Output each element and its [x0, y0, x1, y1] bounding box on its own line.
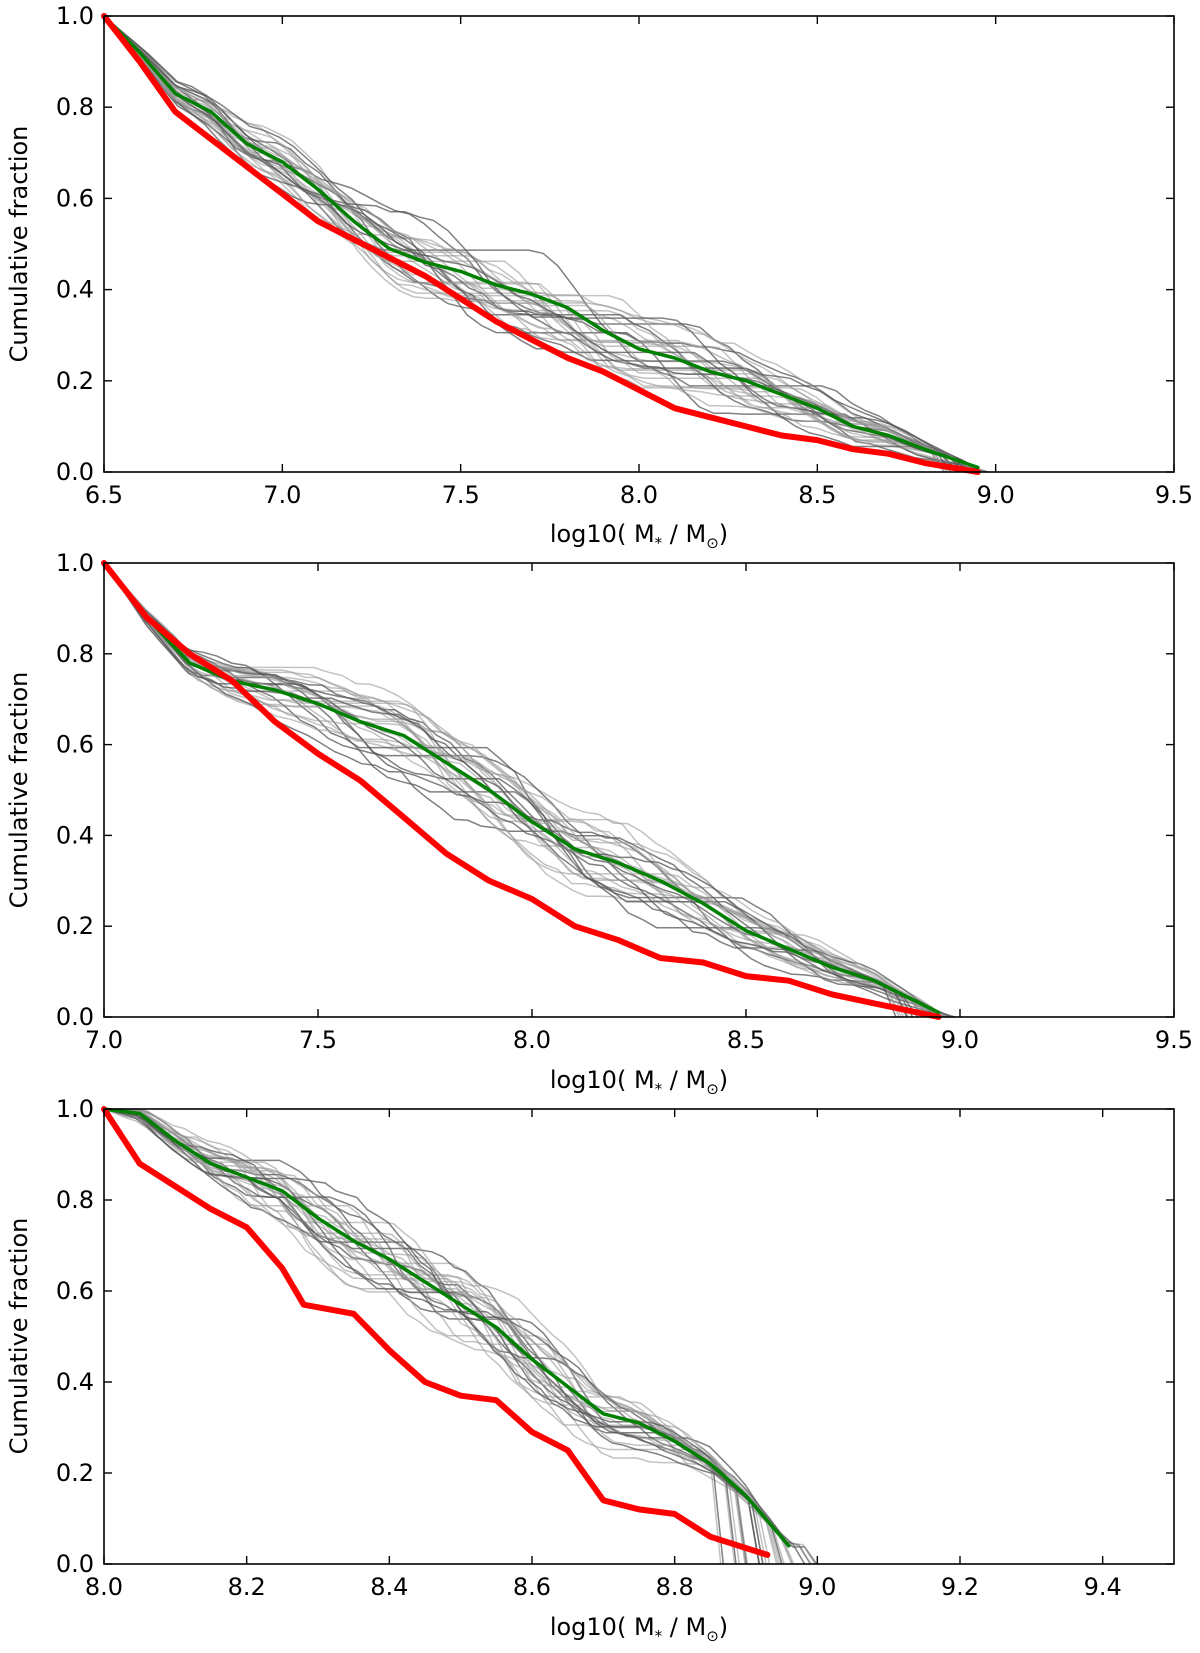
x-tick-label: 9.5: [1155, 1026, 1193, 1054]
x-tick-label: 8.0: [620, 481, 658, 509]
x-tick-label: 8.8: [656, 1573, 694, 1601]
simulation-line: [103, 1108, 793, 1565]
simulation-line: [103, 1108, 818, 1565]
panel-3-simulation-lines: [103, 1108, 818, 1565]
simulation-line: [103, 15, 958, 473]
panel-1: 6.5 7.0 7.5 8.0 8.5 9.0 9.50.00.20.40.60.81.0 …: [5, 2, 1193, 552]
x-tick-label: 8.0: [85, 1573, 123, 1601]
simulation-line: [103, 562, 905, 1018]
x-tick-label: 9.0: [798, 1573, 836, 1601]
series-red-line: [101, 560, 942, 1020]
simulation-line: [103, 15, 949, 473]
panel-3-ylabel: Cumulative fraction: [5, 1218, 33, 1455]
simulation-line: [103, 1108, 746, 1565]
x-tick-label: 9.5: [1155, 481, 1193, 509]
x-tick-label: 8.6: [513, 1573, 551, 1601]
x-tick-label: 8.5: [727, 1026, 765, 1054]
x-tick-label: 9.2: [941, 1573, 979, 1601]
x-tick-label: 8.2: [228, 1573, 266, 1601]
y-tick-label: 0.4: [56, 1368, 94, 1396]
panel-3: 8.0 8.2 8.4 8.6 8.8 9.0 9.2 9.4 0.0 0.2 0.4 0.6 0.8 1…: [5, 1095, 1175, 1645]
simulation-line: [103, 562, 897, 1018]
y-tick-label: 1.0: [56, 2, 94, 30]
y-tick-label: 0.4: [56, 276, 94, 304]
x-tick-label: 7.0: [263, 481, 301, 509]
simulation-line: [103, 1108, 761, 1565]
x-tick-label: 6.5: [85, 481, 123, 509]
panel-2: 7.0 7.5 8.0 8.5 9.0 9.5 0.0 0.2 0.4 0.6 0.8 1.0 Cum…: [5, 549, 1193, 1098]
y-tick-label: 1.0: [56, 549, 94, 577]
panel-1-xlabel: log10( M* / M⊙): [550, 520, 728, 552]
simulation-line: [103, 15, 974, 473]
panel-3-xlabel: log10( M* / M⊙): [550, 1613, 728, 1645]
simulation-line: [103, 15, 981, 473]
series-red-line: [101, 1106, 771, 1558]
simulation-line: [103, 562, 902, 1018]
series-green-line: [102, 1107, 791, 1548]
y-tick-label: 0.0: [56, 458, 94, 486]
panel-2-ticks: 7.0 7.5 8.0 8.5 9.0 9.5 0.0 0.2 0.4 0.6 0.8 1.0: [56, 549, 1193, 1054]
simulation-line: [103, 1108, 783, 1565]
simulation-line: [103, 1108, 795, 1565]
simulation-line: [103, 15, 988, 473]
simulation-line: [103, 15, 977, 473]
simulation-line: [103, 1108, 725, 1565]
x-tick-label: 7.0: [85, 1026, 123, 1054]
y-tick-label: 0.2: [56, 912, 94, 940]
x-tick-label: 9.0: [977, 481, 1015, 509]
simulation-line: [103, 15, 983, 473]
panel-1-ticks: 6.5 7.0 7.5 8.0 8.5 9.0 9.5 0.0 0.2 0.4 0.6 0.8 1.0: [56, 2, 1193, 509]
series-green-line: [102, 14, 980, 470]
y-tick-label: 0.8: [56, 640, 94, 668]
simulation-line: [103, 1108, 812, 1565]
panel-3-axes-frame: [103, 1108, 1175, 1565]
series-red-line: [101, 13, 981, 475]
simulation-line: [103, 15, 978, 473]
y-tick-label: 0.2: [56, 1459, 94, 1487]
panel-2-ylabel: Cumulative fraction: [5, 672, 33, 909]
simulation-line: [103, 15, 957, 473]
x-tick-label: 7.5: [442, 481, 480, 509]
y-tick-label: 0.8: [56, 1186, 94, 1214]
y-tick-label: 0.2: [56, 367, 94, 395]
y-tick-label: 0.0: [56, 1550, 94, 1578]
simulation-line: [103, 562, 926, 1018]
panel-3-ticks: 8.0 8.2 8.4 8.6 8.8 9.0 9.2 9.4 0.0 0.2 0.4 0.6 0.8 1…: [56, 1095, 1174, 1601]
simulation-line: [103, 562, 945, 1018]
y-tick-label: 0.4: [56, 821, 94, 849]
simulation-line: [103, 15, 964, 473]
panel-2-series: [101, 560, 942, 1020]
x-tick-label: 8.4: [370, 1573, 408, 1601]
y-tick-label: 0.6: [56, 1277, 94, 1305]
panel-3-series: [101, 1106, 791, 1558]
series-green-line: [102, 561, 941, 1015]
panel-1-series: [101, 13, 981, 475]
panel-1-ylabel: Cumulative fraction: [5, 126, 33, 363]
x-tick-label: 9.4: [1084, 1573, 1122, 1601]
y-tick-label: 0.6: [56, 184, 94, 212]
x-tick-label: 8.5: [798, 481, 836, 509]
y-tick-label: 0.8: [56, 93, 94, 121]
y-tick-label: 0.0: [56, 1003, 94, 1031]
x-tick-label: 7.5: [299, 1026, 337, 1054]
panel-2-axes-frame: [103, 562, 1175, 1018]
x-tick-label: 9.0: [941, 1026, 979, 1054]
simulation-line: [103, 1108, 760, 1565]
x-tick-label: 8.0: [513, 1026, 551, 1054]
y-tick-label: 1.0: [56, 1095, 94, 1123]
panel-2-xlabel: log10( M* / M⊙): [550, 1066, 728, 1098]
y-tick-label: 0.6: [56, 731, 94, 759]
simulation-line: [103, 1108, 767, 1565]
